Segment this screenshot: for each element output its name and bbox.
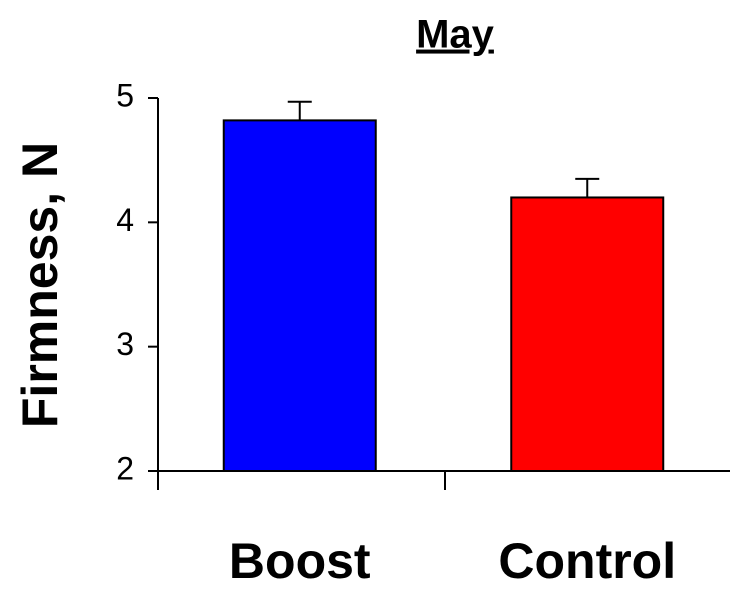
y-tick-label: 2 (116, 450, 134, 486)
chart-title: May (416, 13, 495, 57)
y-tick-label: 3 (116, 326, 134, 362)
y-axis-label: Firmness, N (12, 142, 68, 428)
y-tick-label: 4 (116, 202, 134, 238)
bar (510, 196, 665, 472)
x-tick-label: Boost (229, 533, 371, 589)
y-tick-label: 5 (116, 77, 134, 113)
x-tick-label: Control (498, 533, 676, 589)
bar (222, 119, 377, 472)
